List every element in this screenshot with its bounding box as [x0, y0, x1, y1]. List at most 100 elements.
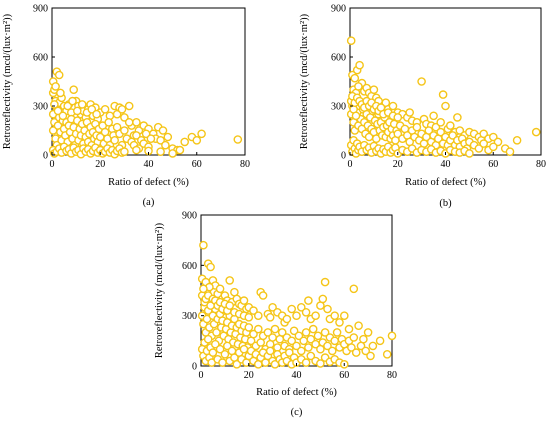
data-point [332, 328, 342, 337]
data-point [282, 314, 292, 324]
data-point [239, 296, 249, 305]
data-point [253, 311, 263, 321]
y-tick-label: 0 [341, 151, 346, 162]
data-point [132, 118, 141, 127]
data-point [208, 348, 218, 357]
x-tick-label: 60 [339, 370, 349, 381]
data-points [197, 240, 397, 369]
y-tick-label: 300 [33, 102, 48, 113]
y-tick-label: 600 [331, 53, 346, 64]
data-point [405, 108, 415, 117]
data-point [77, 100, 87, 109]
data-point [316, 359, 325, 368]
data-points [48, 67, 243, 159]
x-axis-label: Ratio of defect (%) [256, 387, 337, 398]
x-tick-label: 0 [50, 159, 55, 170]
data-point [320, 277, 330, 287]
data-point [412, 122, 422, 132]
data-point [284, 348, 294, 357]
y-tick-label: 0 [192, 362, 197, 373]
data-point [355, 60, 364, 70]
x-tick-label: 0 [199, 370, 204, 381]
data-point [87, 105, 97, 114]
data-point [388, 101, 398, 111]
data-point [225, 301, 234, 310]
y-axis-label: Retroreflectivity (mcd/(lux·m²)) [154, 222, 165, 358]
data-point [156, 135, 165, 145]
panel-a: 0 20 40 60 80 0 300 600 900 Ratio of defect (%) Re… [2, 4, 250, 209]
data-point [197, 129, 206, 139]
data-point [335, 318, 344, 327]
data-point [287, 304, 297, 314]
data-point [363, 328, 373, 337]
data-point [320, 328, 330, 337]
panel-caption: (a) [143, 197, 155, 208]
data-point [465, 149, 474, 158]
data-point [294, 331, 304, 341]
data-point [233, 135, 243, 144]
x-tick-label: 0 [348, 159, 353, 170]
y-tick-label: 900 [182, 211, 197, 222]
data-point [351, 348, 361, 357]
panel-c: 0 20 40 60 80 0 300 600 900 Ratio of defect (%) Re… [154, 211, 397, 419]
data-point [199, 284, 208, 294]
data-point [210, 339, 220, 349]
data-point [100, 105, 110, 114]
x-tick-label: 20 [393, 159, 403, 170]
data-point [438, 90, 448, 99]
data-point [258, 291, 268, 300]
data-point [375, 336, 385, 346]
data-point [218, 358, 227, 367]
x-tick-label: 60 [192, 159, 202, 170]
data-point [424, 126, 434, 135]
panel-caption: (b) [439, 198, 452, 209]
data-point [206, 262, 215, 272]
data-point [104, 118, 113, 127]
data-point [199, 240, 208, 250]
data-point [330, 311, 340, 321]
data-point [63, 101, 72, 111]
data-point [292, 341, 301, 351]
y-tick-label: 0 [43, 151, 48, 162]
data-point [215, 344, 225, 354]
data-point [120, 126, 129, 135]
data-point [366, 351, 375, 361]
y-tick-label: 300 [182, 311, 197, 322]
data-point [265, 346, 275, 356]
data-point [350, 73, 360, 83]
data-points [346, 36, 541, 158]
data-point [69, 85, 78, 94]
data-point [268, 302, 277, 312]
data-point [244, 312, 254, 322]
data-point [92, 109, 101, 119]
data-point [120, 147, 129, 156]
data-point [474, 144, 484, 153]
data-point [323, 304, 332, 314]
data-point [323, 341, 332, 351]
y-tick-label: 300 [331, 102, 346, 113]
data-point [299, 336, 309, 346]
data-point [301, 328, 311, 337]
data-point [301, 358, 311, 367]
panel-b: 0 20 40 60 80 0 300 600 900 Ratio of defect (%) Re… [299, 4, 546, 210]
y-tick-label: 600 [182, 261, 197, 272]
x-tick-label: 20 [244, 370, 254, 381]
data-point [306, 334, 316, 344]
data-point [56, 88, 65, 98]
data-point [132, 131, 141, 140]
data-point [244, 323, 254, 332]
x-axis-label: Ratio of defect (%) [405, 177, 486, 188]
data-point [349, 284, 359, 294]
data-point [387, 331, 397, 341]
data-point [531, 127, 541, 137]
x-tick-label: 80 [240, 159, 250, 170]
data-point [203, 334, 213, 344]
data-point [163, 132, 173, 142]
data-point [318, 294, 328, 304]
data-point [215, 284, 225, 294]
data-point [292, 311, 301, 321]
data-point [220, 349, 230, 359]
y-axis-label: Retroreflectivity (mcd/(lux·m²)) [299, 13, 310, 149]
data-point [277, 328, 287, 337]
y-tick-label: 600 [33, 53, 48, 64]
